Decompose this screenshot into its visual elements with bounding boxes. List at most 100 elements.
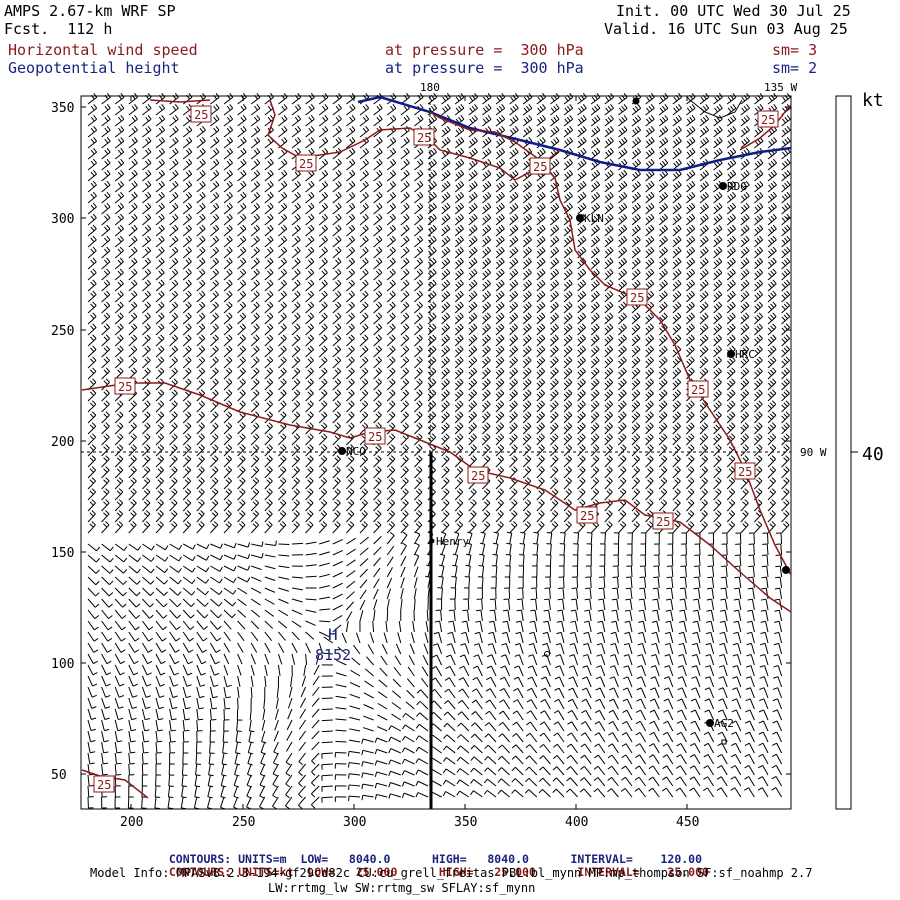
wind-barb	[278, 389, 287, 402]
wind-barb	[246, 785, 252, 799]
wind-barb	[101, 455, 110, 468]
wind-barb	[373, 180, 383, 193]
wind-barb	[414, 235, 424, 248]
wind-barb	[250, 642, 258, 653]
wind-barb	[767, 455, 777, 468]
wind-barb	[536, 378, 546, 391]
wind-barb	[250, 290, 260, 303]
wind-barb	[305, 455, 314, 468]
wind-barb	[662, 731, 674, 743]
wind-barb	[182, 125, 193, 138]
wind-barb	[291, 609, 303, 615]
wind-barb	[359, 213, 369, 226]
wind-barb	[577, 290, 587, 303]
wind-barb	[773, 676, 783, 688]
wind-barb	[482, 136, 492, 149]
station-marker	[632, 97, 640, 105]
footer-wind-contours: CONTOURS: UNITS=kt LOW= 25.000 HIGH= 25.…	[168, 865, 709, 879]
wind-barb	[305, 609, 317, 613]
wind-barb	[424, 632, 429, 644]
wind-barb	[142, 477, 151, 490]
wind-barb	[470, 745, 483, 754]
wind-barb	[454, 433, 464, 446]
wind-barb	[414, 158, 424, 171]
wind-barb	[590, 323, 600, 336]
wind-barb	[758, 764, 769, 776]
wind-barb	[757, 776, 769, 787]
wind-barb	[604, 290, 614, 303]
wind-barb	[250, 169, 261, 182]
wind-barb	[277, 664, 281, 676]
wind-barb	[237, 356, 246, 369]
wind-barb	[509, 367, 518, 380]
wind-barb	[386, 599, 390, 611]
wind-barb	[223, 104, 234, 116]
wind-barb	[488, 620, 497, 633]
wind-barb	[767, 235, 777, 248]
wind-barb	[631, 477, 640, 490]
wind-barb	[590, 235, 600, 248]
wind-barb	[278, 301, 287, 314]
wind-barb	[441, 521, 450, 534]
wind-barb	[223, 455, 233, 468]
wind-barb	[590, 125, 601, 138]
wind-barb	[604, 246, 614, 259]
wind-barb	[291, 301, 301, 314]
wind-barb	[318, 477, 328, 490]
wind-barb	[264, 653, 270, 665]
wind-barb	[686, 345, 695, 358]
wind-barb	[577, 125, 587, 138]
wind-barb	[631, 323, 641, 336]
wind-barb	[142, 400, 151, 413]
wind-barb	[754, 433, 763, 446]
wind-barb	[182, 499, 192, 512]
wind-barb	[577, 477, 586, 490]
wind-barb	[413, 598, 416, 611]
wind-barb	[686, 104, 696, 116]
wind-barb	[386, 334, 396, 347]
wind-barb	[649, 698, 660, 710]
wind-barb	[721, 532, 728, 545]
wind-barb	[454, 301, 464, 314]
wind-barb	[101, 565, 114, 574]
wind-barb	[690, 709, 701, 721]
wind-barb	[101, 719, 110, 732]
wind-barb	[101, 642, 112, 653]
wind-barb	[169, 741, 176, 754]
wind-barb	[210, 455, 219, 468]
wind-barb	[555, 654, 565, 666]
wind-barb	[251, 565, 262, 571]
wind-barb	[577, 444, 586, 457]
wind-barb	[509, 235, 519, 248]
wind-barb	[672, 356, 682, 369]
wind-barb	[648, 765, 660, 776]
wind-barb	[210, 136, 220, 149]
wind-barb	[114, 708, 124, 721]
wind-barb	[631, 356, 641, 369]
wind-barb	[529, 620, 538, 633]
wind-barb	[114, 224, 124, 237]
wind-barb	[726, 268, 736, 281]
wind-barb	[658, 104, 669, 116]
wind-barb	[563, 521, 572, 534]
wind-barb	[555, 665, 565, 677]
wind-barb	[514, 654, 524, 666]
wind-barb	[264, 477, 273, 490]
wind-barb	[577, 104, 587, 116]
wind-barb	[495, 510, 504, 523]
wind-barb	[593, 788, 606, 798]
wind-barb	[495, 488, 504, 501]
wind-barb	[731, 709, 742, 721]
wind-barb	[101, 730, 109, 743]
wind-barb	[114, 235, 124, 248]
wind-barb	[250, 400, 260, 413]
wind-barb	[499, 676, 511, 688]
wind-barb	[482, 224, 492, 237]
wind-barb	[631, 455, 641, 468]
wind-barb	[87, 543, 101, 552]
wind-barb	[210, 268, 220, 281]
wind-barb	[468, 180, 478, 193]
wind-barb	[311, 774, 320, 787]
wind-barb	[142, 378, 151, 391]
contour-label-box: 25	[757, 110, 779, 128]
